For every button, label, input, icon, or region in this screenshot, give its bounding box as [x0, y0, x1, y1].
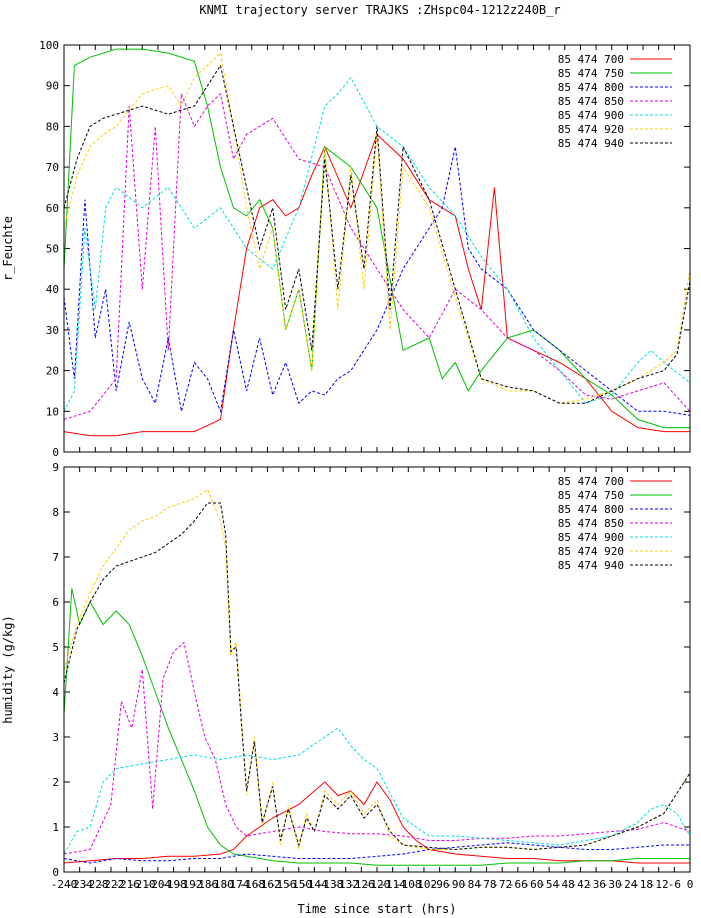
x-tick-label: -216	[113, 878, 140, 891]
y-axis-label: humidity (g/kg)	[1, 615, 15, 723]
y-tick-label: 1	[52, 821, 59, 834]
x-tick-label: -186	[192, 878, 219, 891]
x-tick-label: -102	[411, 878, 438, 891]
x-tick-label: -96	[430, 878, 450, 891]
series-line-85-474-940	[63, 502, 691, 851]
y-tick-label: 5	[52, 641, 59, 654]
x-tick-label: -144	[301, 878, 328, 891]
series-line-85-474-850	[63, 641, 691, 855]
y-tick-label: 80	[46, 120, 59, 133]
legend-label: 85 474 750	[558, 489, 624, 502]
legend-label: 85 474 800	[558, 503, 624, 516]
series-line-85-474-900	[63, 76, 691, 412]
x-tick-label: -210	[129, 878, 156, 891]
x-tick-label: -192	[176, 878, 203, 891]
x-tick-label: -126	[348, 878, 375, 891]
x-tick-label: -174	[223, 878, 250, 891]
y-tick-label: 20	[46, 365, 59, 378]
series-line-85-474-750	[63, 588, 690, 866]
legend-label: 85 474 940	[558, 137, 624, 150]
x-axis-label: Time since start (hrs)	[298, 902, 457, 916]
page-title: KNMI trajectory server TRAJKS :ZHspc04-1…	[199, 3, 560, 17]
x-tick-label: -60	[524, 878, 544, 891]
y-tick-label: 70	[46, 161, 59, 174]
x-tick-label: -114	[379, 878, 406, 891]
y-tick-label: 40	[46, 283, 59, 296]
legend-label: 85 474 850	[558, 517, 624, 530]
y-tick-label: 8	[52, 506, 59, 519]
y-tick-label: 50	[46, 243, 59, 256]
x-tick-label: -84	[461, 878, 481, 891]
x-tick-label: -168	[239, 878, 266, 891]
x-tick-label: -120	[364, 878, 391, 891]
x-tick-label: -78	[477, 878, 497, 891]
y-tick-label: 2	[52, 776, 59, 789]
y-tick-label: 60	[46, 202, 59, 215]
legend-label: 85 474 920	[558, 545, 624, 558]
plot-frame	[63, 44, 691, 453]
series-line-85-474-850	[63, 92, 691, 420]
series-line-85-474-940	[63, 64, 691, 404]
x-tick-label: -12	[649, 878, 669, 891]
x-tick-label: -36	[586, 878, 606, 891]
x-tick-label: -54	[539, 878, 559, 891]
y-tick-label: 30	[46, 324, 59, 337]
y-tick-label: 0	[52, 446, 59, 459]
legend-label: 85 474 920	[558, 123, 624, 136]
x-tick-label: -48	[555, 878, 575, 891]
series-line-85-474-800	[63, 146, 691, 416]
series-line-85-474-900	[63, 727, 691, 855]
x-tick-label: -90	[445, 878, 465, 891]
y-tick-label: 3	[52, 731, 59, 744]
series-line-85-474-800	[63, 842, 690, 864]
plot-frame	[63, 466, 691, 873]
x-tick-label: -132	[332, 878, 359, 891]
x-tick-label: -150	[286, 878, 313, 891]
y-tick-label: 100	[39, 39, 59, 52]
x-tick-label: -240	[51, 878, 78, 891]
y-tick-label: 10	[46, 405, 59, 418]
x-tick-label: -162	[254, 878, 281, 891]
legend-label: 85 474 750	[558, 67, 624, 80]
y-tick-label: 0	[52, 866, 59, 879]
legend-label: 85 474 900	[558, 531, 624, 544]
specific-humidity-panel: 0123456789-240-234-228-222-216-210-204-1…	[1, 461, 693, 916]
x-tick-label: -42	[571, 878, 591, 891]
y-tick-label: 6	[52, 596, 59, 609]
y-tick-label: 9	[52, 461, 59, 474]
x-tick-label: 0	[687, 878, 694, 891]
x-tick-label: -18	[633, 878, 653, 891]
y-tick-label: 4	[52, 686, 59, 699]
x-tick-label: -156	[270, 878, 297, 891]
x-tick-label: -198	[160, 878, 187, 891]
x-tick-label: -204	[145, 878, 172, 891]
y-axis-label: r_Feuchte	[1, 216, 15, 281]
series-line-85-474-700	[63, 781, 690, 864]
x-tick-label: -6	[668, 878, 681, 891]
legend-label: 85 474 800	[558, 81, 624, 94]
x-tick-label: -234	[66, 878, 93, 891]
x-tick-label: -180	[207, 878, 234, 891]
x-tick-label: -108	[395, 878, 422, 891]
x-tick-label: -222	[98, 878, 125, 891]
legend-label: 85 474 900	[558, 109, 624, 122]
legend-label: 85 474 700	[558, 475, 624, 488]
y-tick-label: 7	[52, 551, 59, 564]
y-tick-label: 90	[46, 80, 59, 93]
x-tick-label: -138	[317, 878, 344, 891]
legend-label: 85 474 940	[558, 559, 624, 572]
series-line-85-474-750	[63, 48, 690, 429]
x-tick-label: -30	[602, 878, 622, 891]
x-tick-label: -228	[82, 878, 109, 891]
legend-label: 85 474 850	[558, 95, 624, 108]
legend-label: 85 474 700	[558, 53, 624, 66]
relative-humidity-panel: 0 10 20 30 40 50 60 70 80 90 100 r_Feuchte 85 474 70…	[1, 39, 691, 459]
x-tick-label: -66	[508, 878, 528, 891]
x-tick-label: -72	[492, 878, 512, 891]
x-tick-label: -24	[617, 878, 637, 891]
series-line-85-474-700	[63, 133, 690, 437]
